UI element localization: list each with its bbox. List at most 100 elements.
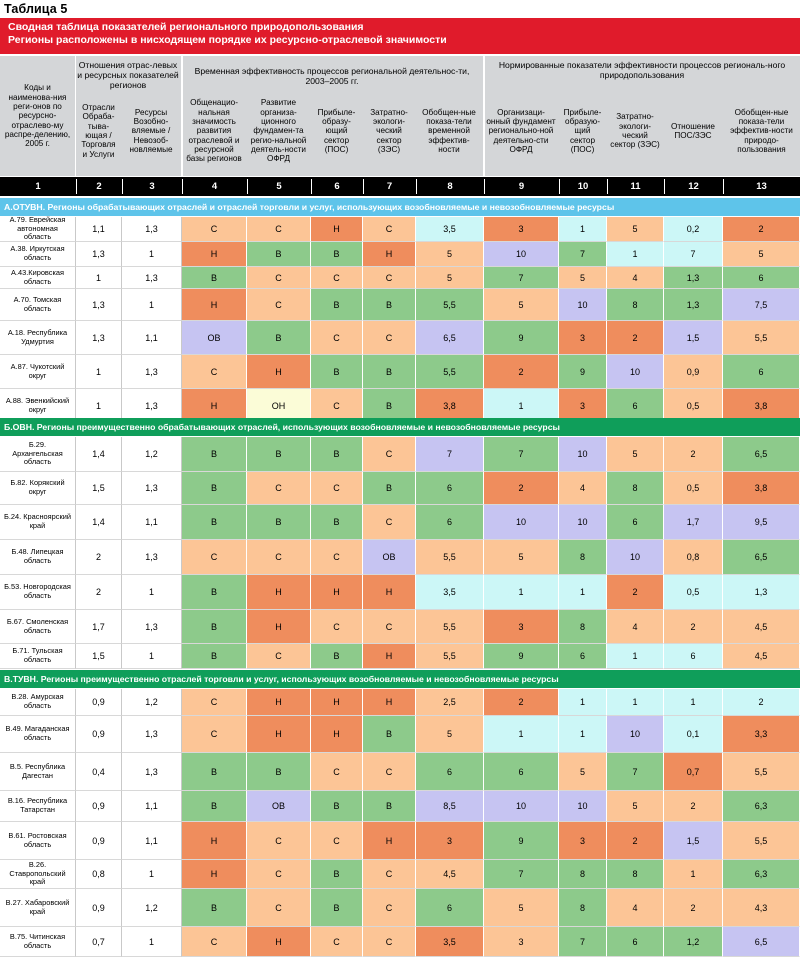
rating-cell-col-11: 5 — [607, 791, 664, 822]
rating-cell-col-4: В — [182, 889, 247, 927]
rating-cell-col-13: 3,8 — [723, 472, 800, 505]
column-number-10: 10 — [577, 181, 589, 192]
region-name-cell: А.88. Эвенкийский округ — [0, 389, 76, 423]
rating-cell-col-10: 10 — [559, 289, 607, 321]
rating-cell-col-7: В — [363, 389, 416, 423]
table-header: Коды и наименова-ния реги-онов по ресурс… — [0, 56, 800, 176]
region-name-cell: В.75. Читинская область — [0, 927, 76, 957]
resource-ratio-cell: 1,2 — [122, 889, 182, 927]
table-row: А.43.Кировская область 1 1,3 В С С С 5 7 5 4 1,3 6 — [0, 267, 800, 289]
rating-cell-col-12: 0,5 — [664, 472, 723, 505]
rating-cell-col-4: С — [182, 217, 247, 242]
region-name-cell: А.18. Республика Удмуртия — [0, 321, 76, 355]
table-row: А.70. Томская область 1,3 1 Н С В В 5,5 5 10 8 1,3 7… — [0, 289, 800, 321]
region-name-cell: В.61. Ростовская область — [0, 822, 76, 860]
rating-cell-col-5: С — [247, 217, 311, 242]
resource-ratio-cell: 1,3 — [122, 267, 182, 289]
section-header: В.ТУВН. Регионы преимущественно отраслей… — [0, 670, 800, 688]
resource-ratio-cell: 1 — [122, 289, 182, 321]
rating-cell-col-9: 1 — [484, 716, 559, 753]
resource-ratio-cell: 1 — [122, 927, 182, 957]
table-row: В.26. Ставропольский край 0,8 1 Н С В С 4,5 7 8 8 1… — [0, 860, 800, 889]
rating-cell-col-13: 4,3 — [723, 889, 800, 927]
header-col-5: Развитие организа-ционного фундамен-та р… — [250, 98, 307, 164]
header-col-4: Общенацио-нальная значимость развития от… — [186, 98, 242, 164]
rating-cell-col-13: 7,5 — [723, 289, 800, 321]
rating-cell-col-8: 5,5 — [416, 289, 484, 321]
rating-cell-col-8: 5 — [416, 242, 484, 267]
rating-cell-col-5: В — [247, 321, 311, 355]
industry-ratio-cell: 2 — [76, 575, 122, 610]
table-row: Б.48. Липецкая область 2 1,3 С С С ОВ 5,5 5 8 10 0,… — [0, 540, 800, 575]
rating-cell-col-10: 6 — [559, 644, 607, 669]
rating-cell-col-10: 8 — [559, 610, 607, 644]
rating-cell-col-7: С — [363, 267, 416, 289]
rating-cell-col-9: 6 — [484, 753, 559, 791]
rating-cell-col-5: Н — [247, 927, 311, 957]
rating-cell-col-9: 5 — [484, 889, 559, 927]
header-group-relations: Отношения отрас-левых и ресурсных показа… — [77, 60, 179, 90]
rating-cell-col-5: С — [247, 644, 311, 669]
rating-cell-col-5: В — [247, 753, 311, 791]
region-name-cell: А.87. Чукотский округ — [0, 355, 76, 389]
rating-cell-col-9: 9 — [484, 644, 559, 669]
rating-cell-col-7: С — [363, 753, 416, 791]
resource-ratio-cell: 1 — [122, 860, 182, 889]
rating-cell-col-11: 1 — [607, 644, 664, 669]
rating-cell-col-4: В — [182, 575, 247, 610]
column-number-7: 7 — [386, 181, 393, 192]
region-name-cell: А.70. Томская область — [0, 289, 76, 321]
rating-cell-col-8: 5 — [416, 716, 484, 753]
header-col-1: Коды и наименова-ния реги-онов по ресурс… — [4, 83, 71, 149]
rating-cell-col-11: 1 — [607, 242, 664, 267]
rating-cell-col-7: Н — [363, 644, 416, 669]
industry-ratio-cell: 1,3 — [76, 242, 122, 267]
rating-cell-col-13: 5,5 — [723, 321, 800, 355]
rating-cell-col-13: 6 — [723, 355, 800, 389]
rating-cell-col-8: 5,5 — [416, 540, 484, 575]
rating-cell-col-11: 6 — [607, 927, 664, 957]
region-name-cell: Б.48. Липецкая область — [0, 540, 76, 575]
table-row: В.75. Читинская область 0,7 1 С Н С С 3,5 3 7 6 1,2… — [0, 927, 800, 957]
rating-cell-col-13: 2 — [723, 689, 800, 716]
rating-cell-col-6: В — [311, 505, 363, 540]
rating-cell-col-9: 3 — [484, 610, 559, 644]
rating-cell-col-10: 5 — [559, 753, 607, 791]
rating-cell-col-11: 5 — [607, 437, 664, 472]
rating-cell-col-10: 1 — [559, 716, 607, 753]
rating-cell-col-13: 6,5 — [723, 437, 800, 472]
rating-cell-col-6: В — [311, 289, 363, 321]
industry-ratio-cell: 2 — [76, 540, 122, 575]
rating-cell-col-13: 1,3 — [723, 575, 800, 610]
rating-cell-col-10: 3 — [559, 321, 607, 355]
rating-cell-col-7: Н — [363, 575, 416, 610]
rating-cell-col-12: 0,9 — [664, 355, 723, 389]
rating-cell-col-6: Н — [311, 689, 363, 716]
rating-cell-col-8: 3,5 — [416, 927, 484, 957]
industry-ratio-cell: 0,9 — [76, 689, 122, 716]
rating-cell-col-8: 5,5 — [416, 644, 484, 669]
table-row: А.18. Республика Удмуртия 1,3 1,1 ОВ В С С 6,5 9… — [0, 321, 800, 355]
rating-cell-col-7: Н — [363, 822, 416, 860]
rating-cell-col-5: Н — [247, 610, 311, 644]
table-row: В.28. Амурская область 0,9 1,2 С Н Н Н 2,5 2 1 1 1 2 — [0, 689, 800, 716]
title-line-1: Сводная таблица показателей региональног… — [8, 21, 364, 33]
rating-cell-col-9: 10 — [484, 242, 559, 267]
rating-cell-col-10: 9 — [559, 355, 607, 389]
rating-cell-col-12: 0,5 — [664, 575, 723, 610]
section-header: Б.ОВН. Регионы преимущественно обрабатыв… — [0, 418, 800, 436]
column-number-11: 11 — [630, 181, 641, 192]
rating-cell-col-5: В — [247, 505, 311, 540]
rating-cell-col-9: 7 — [484, 437, 559, 472]
rating-cell-col-7: С — [363, 860, 416, 889]
rating-cell-col-8: 6 — [416, 753, 484, 791]
rating-cell-col-4: В — [182, 753, 247, 791]
industry-ratio-cell: 1 — [76, 355, 122, 389]
rating-cell-col-4: Н — [182, 860, 247, 889]
rating-cell-col-11: 8 — [607, 860, 664, 889]
rating-cell-col-4: В — [182, 644, 247, 669]
rating-cell-col-8: 7 — [416, 437, 484, 472]
header-col-9: Организаци-онный фундамент регионально-н… — [486, 107, 556, 154]
rating-cell-col-4: Н — [182, 242, 247, 267]
rating-cell-col-5: С — [247, 822, 311, 860]
